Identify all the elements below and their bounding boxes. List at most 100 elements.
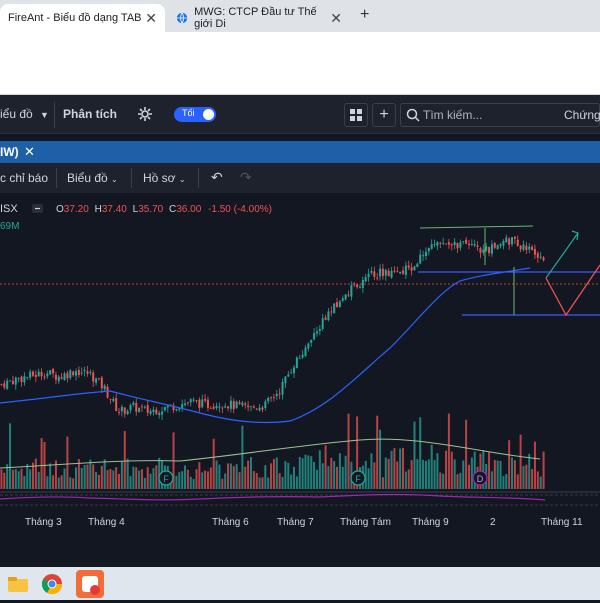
candle [258,407,261,411]
candle [118,411,121,413]
volume-bar [522,466,525,489]
indicators-button[interactable]: c chỉ báo [0,171,49,185]
volume-bar [195,469,198,489]
candle [508,238,511,245]
chart-tab-label[interactable]: IW) [0,145,19,159]
candle [531,246,534,251]
volume-bar [327,466,330,489]
candle [511,237,514,245]
candle [112,398,115,402]
volume-bar [264,465,267,489]
candle [40,371,43,377]
candle [422,255,425,257]
browser-tab-mwg[interactable]: MWG: CTCP Đầu tư Thế giới Di ✕ [168,4,350,32]
chart-menu[interactable]: iểu đồ ▼ [0,107,49,121]
volume-bar [118,473,121,489]
candle [528,246,531,250]
candle [204,398,207,401]
search-scope-label[interactable]: Chứng [564,108,600,122]
volume-bar [387,458,390,489]
candle [14,377,17,385]
close-icon[interactable]: ✕ [145,9,157,26]
candle [43,376,46,378]
volume-bar [356,416,359,489]
volume-bar [539,476,542,489]
trend-line[interactable] [419,225,534,229]
redo-icon[interactable]: ↷ [240,169,252,185]
undo-icon[interactable]: ↶ [211,169,223,185]
candle [321,318,324,329]
volume-bar [321,463,324,489]
candle [301,354,304,358]
candle [430,244,433,249]
volume-bar [63,468,66,489]
volume-bar [465,419,468,489]
add-button[interactable]: + [372,103,396,127]
theme-toggle[interactable]: Tối [174,107,216,122]
search-box[interactable]: Tìm kiếm... Chứng [400,103,600,127]
candle [490,244,493,254]
candle [232,401,235,410]
price-chart[interactable]: F F D ISX O37.20 H37.40 L35.70 C36.00 -1… [0,193,600,515]
candle [333,303,336,314]
browser-tab-fireant[interactable]: FireAnt - Biểu đồ dạng TAB ✕ [0,4,165,32]
event-marker[interactable]: F [158,470,174,486]
chevron-down-icon: ▼ [40,110,49,120]
volume-bar [333,461,336,489]
file-explorer-icon[interactable] [4,570,32,598]
address-bar-area [0,32,600,95]
volume-bar [232,466,235,489]
profile-button[interactable]: Hồ sơ ⌄ [143,171,186,185]
up-arrow-drawing[interactable] [545,232,579,279]
volume-bar [112,470,115,489]
candle [92,372,95,382]
volume-bar [459,472,462,489]
candle [244,403,247,405]
candle [373,271,376,277]
chart-type-button[interactable]: Biểu đồ ⌄ [67,171,118,185]
candle [344,294,347,300]
time-axis-label: Tháng Tám [340,517,391,528]
volume-bar [109,468,112,489]
tab-title: MWG: CTCP Đầu tư Thế giới Di [194,6,317,30]
candle [235,401,238,408]
candle [327,311,330,321]
chrome-icon[interactable] [38,570,66,598]
candle [0,384,3,386]
candles [0,234,545,420]
candle [479,248,482,253]
volume-bar [519,434,522,489]
volume-bar [155,465,158,489]
candle [6,380,9,389]
volume-bar [272,459,275,489]
search-input[interactable]: Tìm kiếm... [423,108,483,122]
candle [178,408,181,410]
volume-bar [123,431,126,489]
volume-bar [26,464,29,489]
volume-bar [143,477,146,489]
gear-icon[interactable] [137,106,153,122]
volume-bar [158,457,161,489]
close-icon[interactable]: ✕ [330,9,342,26]
event-marker[interactable]: F [350,470,366,486]
volume-bar [152,468,155,489]
volume-bar [29,469,32,489]
app-notification-icon[interactable] [76,570,104,598]
volume-bar [396,461,399,489]
analysis-menu[interactable]: Phân tích [63,107,118,121]
candle [198,399,201,409]
candle [126,410,129,415]
volume-bar [341,466,344,489]
down-path-drawing[interactable] [545,264,600,317]
close-icon[interactable]: ✕ [24,144,35,159]
volume-bar [115,467,118,489]
candle [379,268,382,277]
chart-footer [0,531,600,567]
layout-grid-button[interactable] [344,103,368,127]
candle [324,317,327,320]
new-tab-button[interactable]: + [360,6,370,23]
moving-average-line [0,267,531,424]
volume-bar [419,417,422,489]
event-marker[interactable]: D [472,470,488,486]
chevron-down-icon: ⌄ [178,175,186,184]
